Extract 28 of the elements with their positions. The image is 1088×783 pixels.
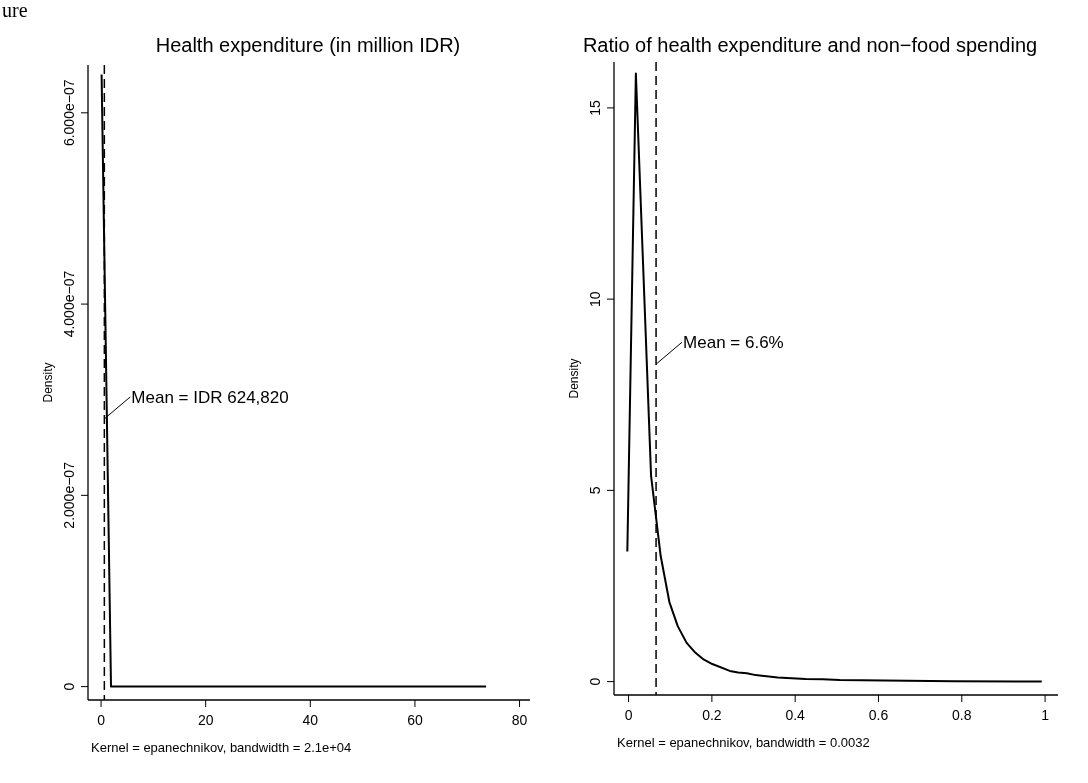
y-tick-label: 10 <box>587 291 603 307</box>
x-tick-label: 0 <box>624 707 633 723</box>
text: ure <box>2 0 28 21</box>
annotation: Mean = 6.6% <box>683 333 784 353</box>
x-tick-label: 0.2 <box>702 707 722 723</box>
y-axis-title: Density <box>41 362 55 403</box>
x-tick-label: 0.6 <box>868 707 889 723</box>
y-tick-label: 5 <box>587 486 603 495</box>
y-tick-label: 6.000e−07 <box>61 79 77 147</box>
chart-title: Ratio of health expenditure and non−food spending <box>582 34 1038 56</box>
y-tick-label: 4.000e−07 <box>61 270 77 338</box>
y-tick-label: 15 <box>587 99 603 116</box>
x-tick-label: 80 <box>511 712 528 728</box>
x-tick-label: 40 <box>302 712 319 728</box>
x-tick-label: 0 <box>97 712 106 728</box>
y-axis-title: Density <box>567 358 581 399</box>
chart-title: Health expenditure (in million IDR) <box>155 34 461 56</box>
x-tick-label: 20 <box>197 712 214 728</box>
x-tick-label: 1 <box>1041 707 1050 723</box>
x-axis-title: Kernel = epanechnikov, bandwidth = 2.1e+04 <box>91 740 352 755</box>
x-tick-label: 0.8 <box>952 707 972 723</box>
y-tick-label: 0 <box>587 677 603 686</box>
y-tick-label: 0 <box>61 682 77 691</box>
x-tick-label: 0.4 <box>785 707 806 723</box>
y-tick-label: 2.000e−07 <box>61 461 77 529</box>
x-tick-label: 60 <box>407 712 423 728</box>
annotation: Mean = IDR 624,820 <box>131 387 289 407</box>
x-axis-title: Kernel = epanechnikov, bandwidth = 0.0032 <box>617 735 870 750</box>
